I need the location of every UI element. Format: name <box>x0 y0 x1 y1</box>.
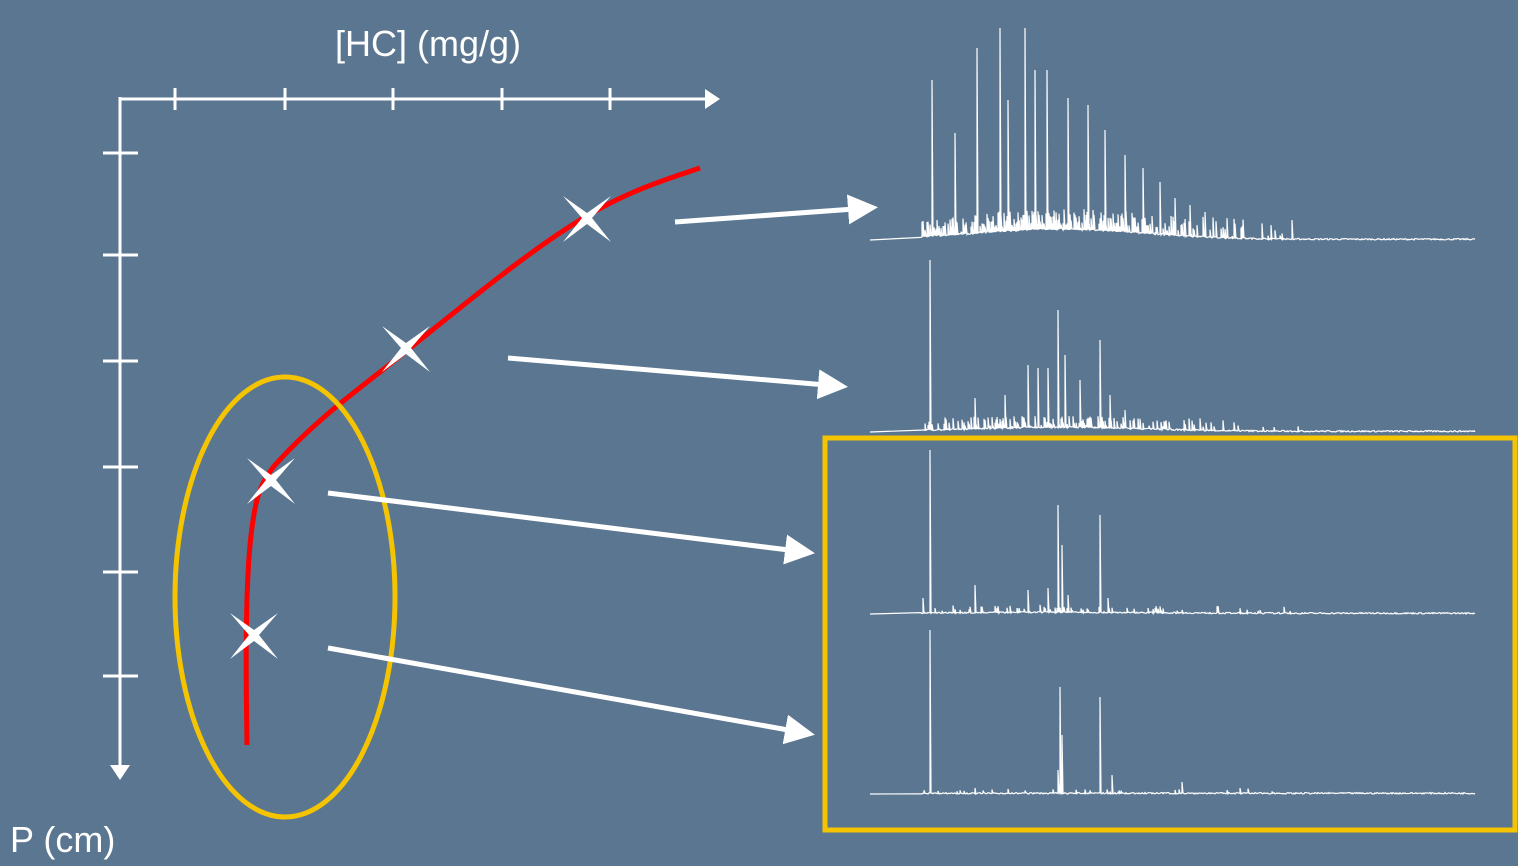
diagram: [HC] (mg/g) P (cm) <box>0 0 1518 866</box>
page: [HC] (mg/g) P (cm) (() => { const data =… <box>0 0 1518 866</box>
y-axis-label: P (cm) <box>10 819 115 860</box>
background <box>0 0 1518 866</box>
x-axis-label: [HC] (mg/g) <box>335 23 521 64</box>
